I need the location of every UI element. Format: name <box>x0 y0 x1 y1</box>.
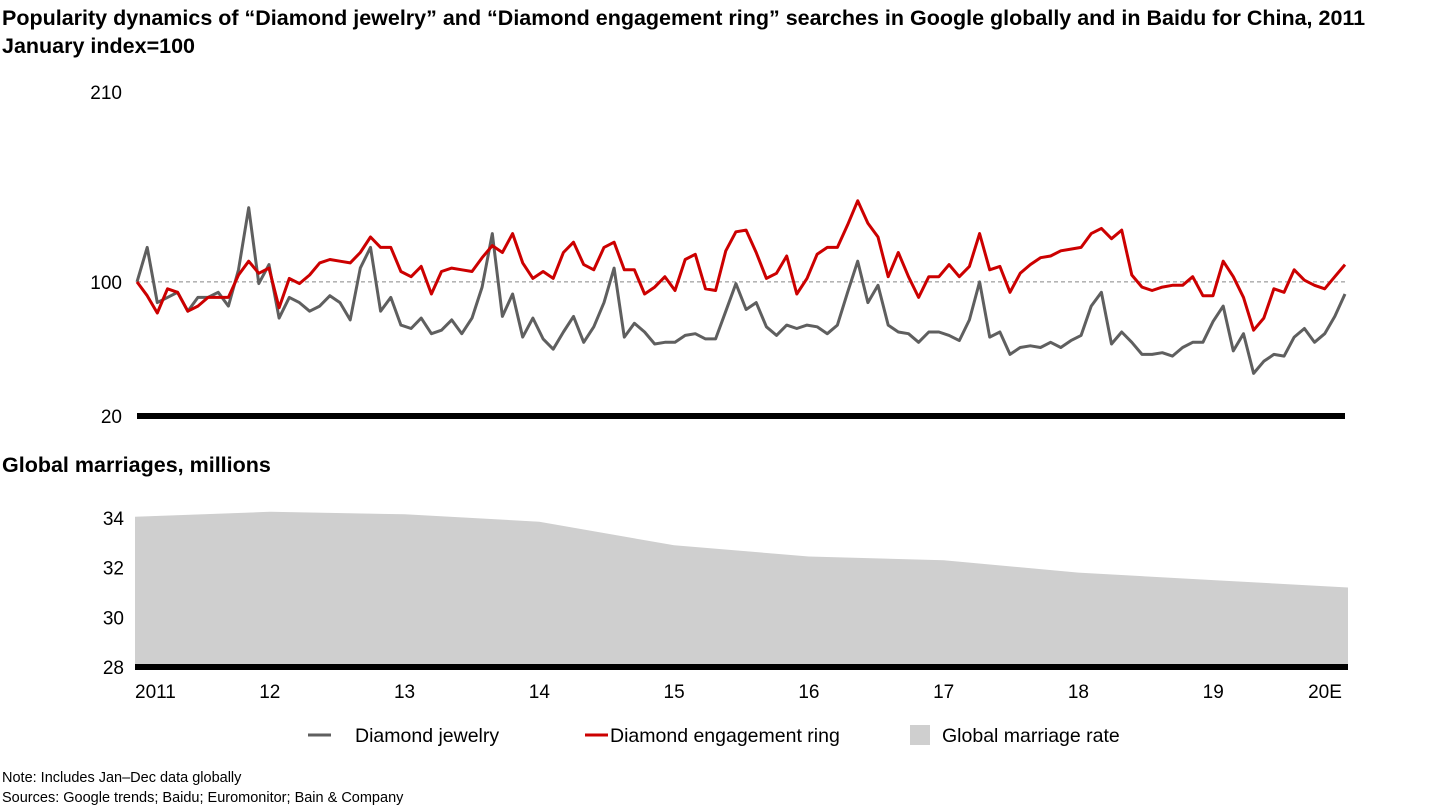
note: Note: Includes Jan–Dec data globally <box>2 770 242 786</box>
legend-swatch-square <box>910 725 930 745</box>
chart-title: Popularity dynamics of “Diamond jewelry”… <box>2 6 1366 58</box>
x-tick-label: 20E <box>1308 682 1342 703</box>
series-line-diamond-jewelry <box>135 206 1347 375</box>
y-tick-label: 20 <box>101 407 122 428</box>
y-tick-label: 32 <box>103 559 124 580</box>
x-tick-label: 19 <box>1203 682 1224 703</box>
x-tick-label: 18 <box>1068 682 1089 703</box>
series-line-diamond-engagement-ring <box>135 199 1347 332</box>
sources: Sources: Google trends; Baidu; Euromonit… <box>2 790 404 806</box>
x-tick-label: 17 <box>933 682 954 703</box>
x-tick-label: 14 <box>529 682 551 703</box>
y-tick-label: 34 <box>103 509 125 530</box>
y-tick-label: 28 <box>103 658 124 679</box>
y-tick-label: 210 <box>90 83 122 104</box>
x-tick-label: 2011 <box>135 682 176 703</box>
x-tick-label: 13 <box>394 682 415 703</box>
legend-label: Global marriage rate <box>942 725 1120 747</box>
legend: Diamond jewelry Diamond engagement ring Gl… <box>308 725 1120 747</box>
y-tick-label: 100 <box>90 273 122 294</box>
legend-label: Diamond engagement ring <box>610 725 840 747</box>
area-global-marriage-rate <box>135 511 1348 667</box>
legend-label: Diamond jewelry <box>355 725 499 747</box>
y-tick-label: 30 <box>103 608 124 629</box>
x-tick-label: 16 <box>798 682 819 703</box>
marriages-chart-title: Global marriages, millions <box>2 453 271 477</box>
x-tick-label: 12 <box>259 682 280 703</box>
x-tick-label: 15 <box>664 682 685 703</box>
